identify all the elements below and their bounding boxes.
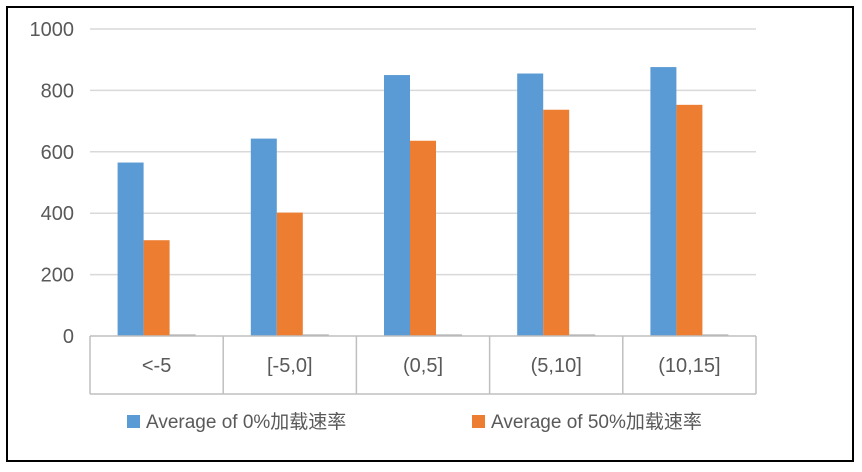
y-tick-label: 0 (63, 326, 74, 348)
bar-series-2 (410, 140, 436, 336)
x-category-label: [-5,0] (267, 355, 313, 377)
bar-series-1 (517, 73, 544, 336)
bars (117, 67, 729, 337)
bar-series-1 (250, 138, 277, 336)
legend-label: Average of 50%加载速率 (491, 411, 702, 433)
legend-swatch (127, 415, 140, 428)
bar-series-3 (436, 334, 462, 336)
legend-swatch (472, 415, 485, 428)
x-category-label: <-5 (142, 355, 171, 377)
y-tick-label: 600 (41, 142, 74, 164)
bar-series-3 (169, 334, 196, 336)
legend-label: Average of 0%加载速率 (146, 411, 346, 433)
x-axis: <-5 [-5,0] (0,5] (5,10] (10,15] (89, 335, 757, 395)
y-tick-label: 200 (41, 265, 74, 287)
bar-series-2 (676, 104, 703, 336)
bar-series-1 (384, 75, 410, 337)
bar-series-3 (569, 334, 596, 336)
x-category-label: (0,5] (403, 355, 443, 377)
x-category-label: (5,10] (531, 355, 582, 377)
y-tick-label: 400 (41, 203, 74, 225)
bar-series-3 (702, 334, 729, 336)
bar-series-2 (276, 212, 303, 336)
bar-series-2 (143, 240, 170, 336)
legend: Average of 0%加载速率 Average of 50%加载速率 (127, 411, 702, 433)
y-axis-ticks: 0 200 400 600 800 1000 (30, 19, 75, 348)
bar-series-2 (543, 109, 570, 336)
bar-series-3 (302, 334, 329, 336)
y-tick-label: 800 (41, 80, 74, 102)
x-category-label: (10,15] (658, 355, 720, 377)
y-tick-label: 1000 (30, 19, 75, 41)
bar-series-1 (650, 67, 677, 337)
bar-series-1 (117, 162, 144, 336)
